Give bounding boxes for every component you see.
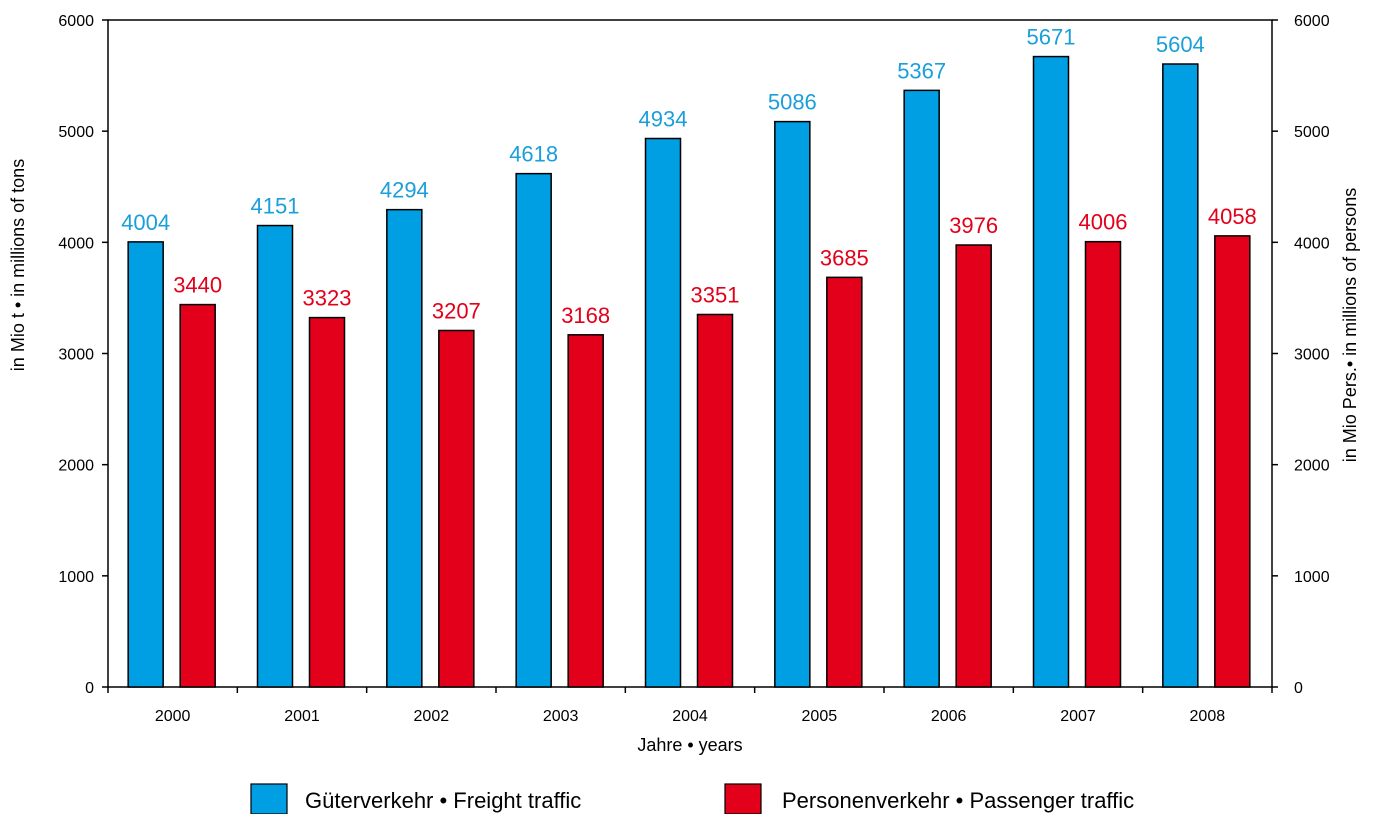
data-label-passenger: 3440 — [173, 273, 222, 298]
data-label-passenger: 4058 — [1208, 204, 1257, 229]
legend-swatch-passenger — [724, 783, 762, 814]
data-label-freight: 4004 — [121, 210, 170, 235]
data-label-passenger: 3323 — [303, 286, 352, 311]
bar-passenger — [308, 316, 346, 688]
bar-freight — [1032, 55, 1070, 688]
data-label-passenger: 3168 — [561, 303, 610, 328]
right-y-tick-label: 4000 — [1294, 235, 1330, 252]
legend-swatch-freight — [250, 783, 288, 814]
x-tick-label: 2008 — [1190, 708, 1226, 725]
data-label-freight: 5367 — [897, 58, 946, 83]
bar-freight — [256, 224, 294, 688]
x-tick-label: 2002 — [414, 708, 450, 725]
bars-group — [127, 55, 1251, 688]
bar-passenger — [1084, 240, 1122, 688]
legend: Güterverkehr • Freight traffic Personenv… — [250, 783, 1134, 814]
right-y-tick-label: 3000 — [1294, 347, 1330, 364]
x-tick-label: 2000 — [155, 708, 191, 725]
right-y-tick-label: 5000 — [1294, 124, 1330, 141]
legend-label-passenger: Personenverkehr • Passenger traffic — [782, 788, 1134, 813]
data-label-freight: 4294 — [380, 178, 429, 203]
left-y-tick-label: 3000 — [58, 347, 94, 364]
right-y-axis: 0 1000 2000 3000 4000 5000 6000 — [1272, 13, 1330, 697]
bar-passenger — [696, 313, 734, 688]
left-y-tick-label: 4000 — [58, 235, 94, 252]
left-y-tick-label: 1000 — [58, 569, 94, 586]
x-tick-label: 2003 — [543, 708, 579, 725]
bar-passenger — [826, 276, 863, 688]
x-tick-label: 2001 — [284, 708, 320, 725]
bar-freight — [386, 208, 423, 688]
right-y-tick-label: 1000 — [1294, 569, 1330, 586]
x-axis: 2000 2001 2002 2003 2004 2005 2006 2007 2008 — [107, 687, 1273, 725]
bar-freight — [774, 120, 811, 688]
left-y-tick-label: 5000 — [58, 124, 94, 141]
bar-freight — [127, 241, 164, 688]
right-y-tick-label: 2000 — [1294, 458, 1330, 475]
bar-passenger — [1214, 235, 1251, 688]
bar-freight — [903, 89, 940, 688]
x-tick-label: 2007 — [1060, 708, 1096, 725]
bar-freight — [644, 137, 682, 688]
x-tick-label: 2004 — [672, 708, 708, 725]
data-label-passenger: 3976 — [949, 213, 998, 238]
data-label-passenger: 3685 — [820, 245, 869, 270]
left-y-tick-label: 2000 — [58, 458, 94, 475]
legend-label-freight: Güterverkehr • Freight traffic — [305, 788, 581, 813]
bar-freight — [515, 172, 552, 688]
data-label-freight: 5086 — [768, 90, 817, 115]
data-label-passenger: 3351 — [691, 282, 740, 307]
bar-passenger — [438, 329, 475, 688]
x-axis-title: Jahre • years — [637, 735, 742, 755]
bar-passenger — [567, 334, 604, 688]
right-y-axis-title: in Mio Pers.• in millions of persons — [1340, 188, 1360, 462]
right-y-tick-label: 0 — [1294, 680, 1303, 697]
right-y-tick-label: 6000 — [1294, 13, 1330, 30]
data-labels-group: 4004 4151 4294 4618 4934 5086 5367 5671 5604 3440… — [121, 25, 1257, 328]
bar-passenger — [179, 303, 216, 688]
data-label-freight: 5604 — [1156, 32, 1205, 57]
left-y-tick-label: 0 — [85, 680, 94, 697]
data-label-freight: 5671 — [1027, 25, 1076, 50]
data-label-passenger: 4006 — [1079, 210, 1128, 235]
data-label-passenger: 3207 — [432, 298, 481, 323]
bar-passenger — [955, 244, 992, 688]
left-y-axis-title: in Mio t • in millions of tons — [8, 159, 28, 371]
data-label-freight: 4618 — [509, 142, 558, 167]
x-tick-label: 2006 — [931, 708, 967, 725]
left-y-axis: 0 1000 2000 3000 4000 5000 6000 — [58, 13, 108, 697]
data-label-freight: 4151 — [251, 194, 300, 219]
data-label-freight: 4934 — [639, 107, 688, 132]
left-y-tick-label: 6000 — [58, 13, 94, 30]
x-tick-label: 2005 — [802, 708, 838, 725]
bar-freight — [1162, 63, 1199, 688]
